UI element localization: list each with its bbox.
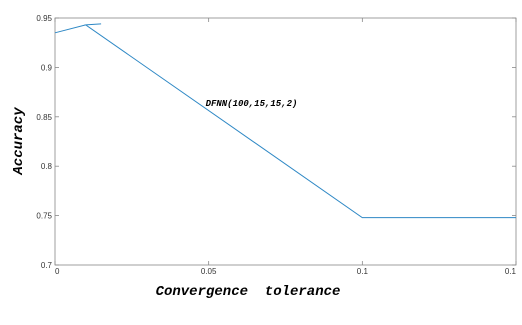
plot-area (54, 17, 517, 266)
series-annotation: DFNN(100,15,15,2) (206, 99, 298, 109)
y-axis-title: Accuracy (11, 107, 27, 176)
series-line (54, 23, 516, 219)
y-tick-label: 0.7 (41, 261, 53, 270)
x-axis-title: Convergence tolerance (156, 284, 341, 300)
y-tick-label: 0.75 (36, 212, 52, 221)
x-tick-label: 0.1 (357, 267, 369, 276)
y-tick-label: 0.85 (36, 113, 52, 122)
y-tick-label: 0.9 (41, 63, 53, 72)
tick-group: 0 0.05 0.1 0.1 0.7 0.75 0.8 0.85 0.9 0.95 (36, 14, 516, 276)
x-tick-label: 0.1 (505, 267, 517, 276)
annotation-group: DFNN(100,15,15,2) (206, 99, 298, 109)
y-tick-label: 0.8 (41, 162, 53, 171)
y-tick-label: 0.95 (36, 14, 52, 23)
x-tick-label: 0 (55, 267, 60, 276)
series-group (54, 23, 516, 219)
x-tick-label: 0.05 (201, 267, 217, 276)
